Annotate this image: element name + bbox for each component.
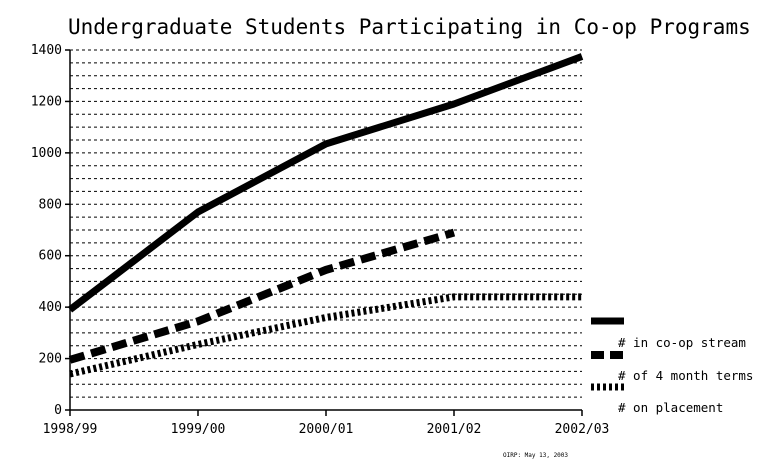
x-axis-ticks: 1998/99 1999/00 2000/01 2001/02 2002/03 <box>43 410 610 437</box>
chart-title: Undergraduate Students Participating in … <box>68 15 751 39</box>
legend-label-1: # in co-op stream <box>618 335 746 350</box>
y-tick-label: 600 <box>39 249 62 264</box>
y-axis-ticks: 0 200 400 600 800 1000 1200 1400 <box>31 43 70 418</box>
x-tick-label: 1999/00 <box>171 422 226 437</box>
grid <box>70 49 582 398</box>
series-line-1 <box>67 53 584 313</box>
legend: # in co-op stream # of 4 month terms # on … <box>591 317 753 415</box>
y-tick-label: 200 <box>39 352 62 367</box>
y-tick-label: 1000 <box>31 146 62 161</box>
series-line-3 <box>69 293 582 378</box>
series-line-2 <box>68 228 456 364</box>
x-tick-label: 2000/01 <box>299 422 354 437</box>
credit-text: OIRP: May 13, 2003 <box>503 452 568 459</box>
y-tick-label: 400 <box>39 300 62 315</box>
y-tick-label: 0 <box>54 403 62 418</box>
y-tick-label: 800 <box>39 197 62 212</box>
series-lines <box>67 53 584 378</box>
x-tick-label: 1998/99 <box>43 422 98 437</box>
y-tick-label: 1400 <box>31 43 62 58</box>
legend-label-2: # of 4 month terms <box>618 368 753 383</box>
legend-label-3: # on placement <box>618 400 723 415</box>
x-tick-label: 2001/02 <box>427 422 482 437</box>
y-tick-label: 1200 <box>31 94 62 109</box>
x-tick-label: 2002/03 <box>555 422 610 437</box>
